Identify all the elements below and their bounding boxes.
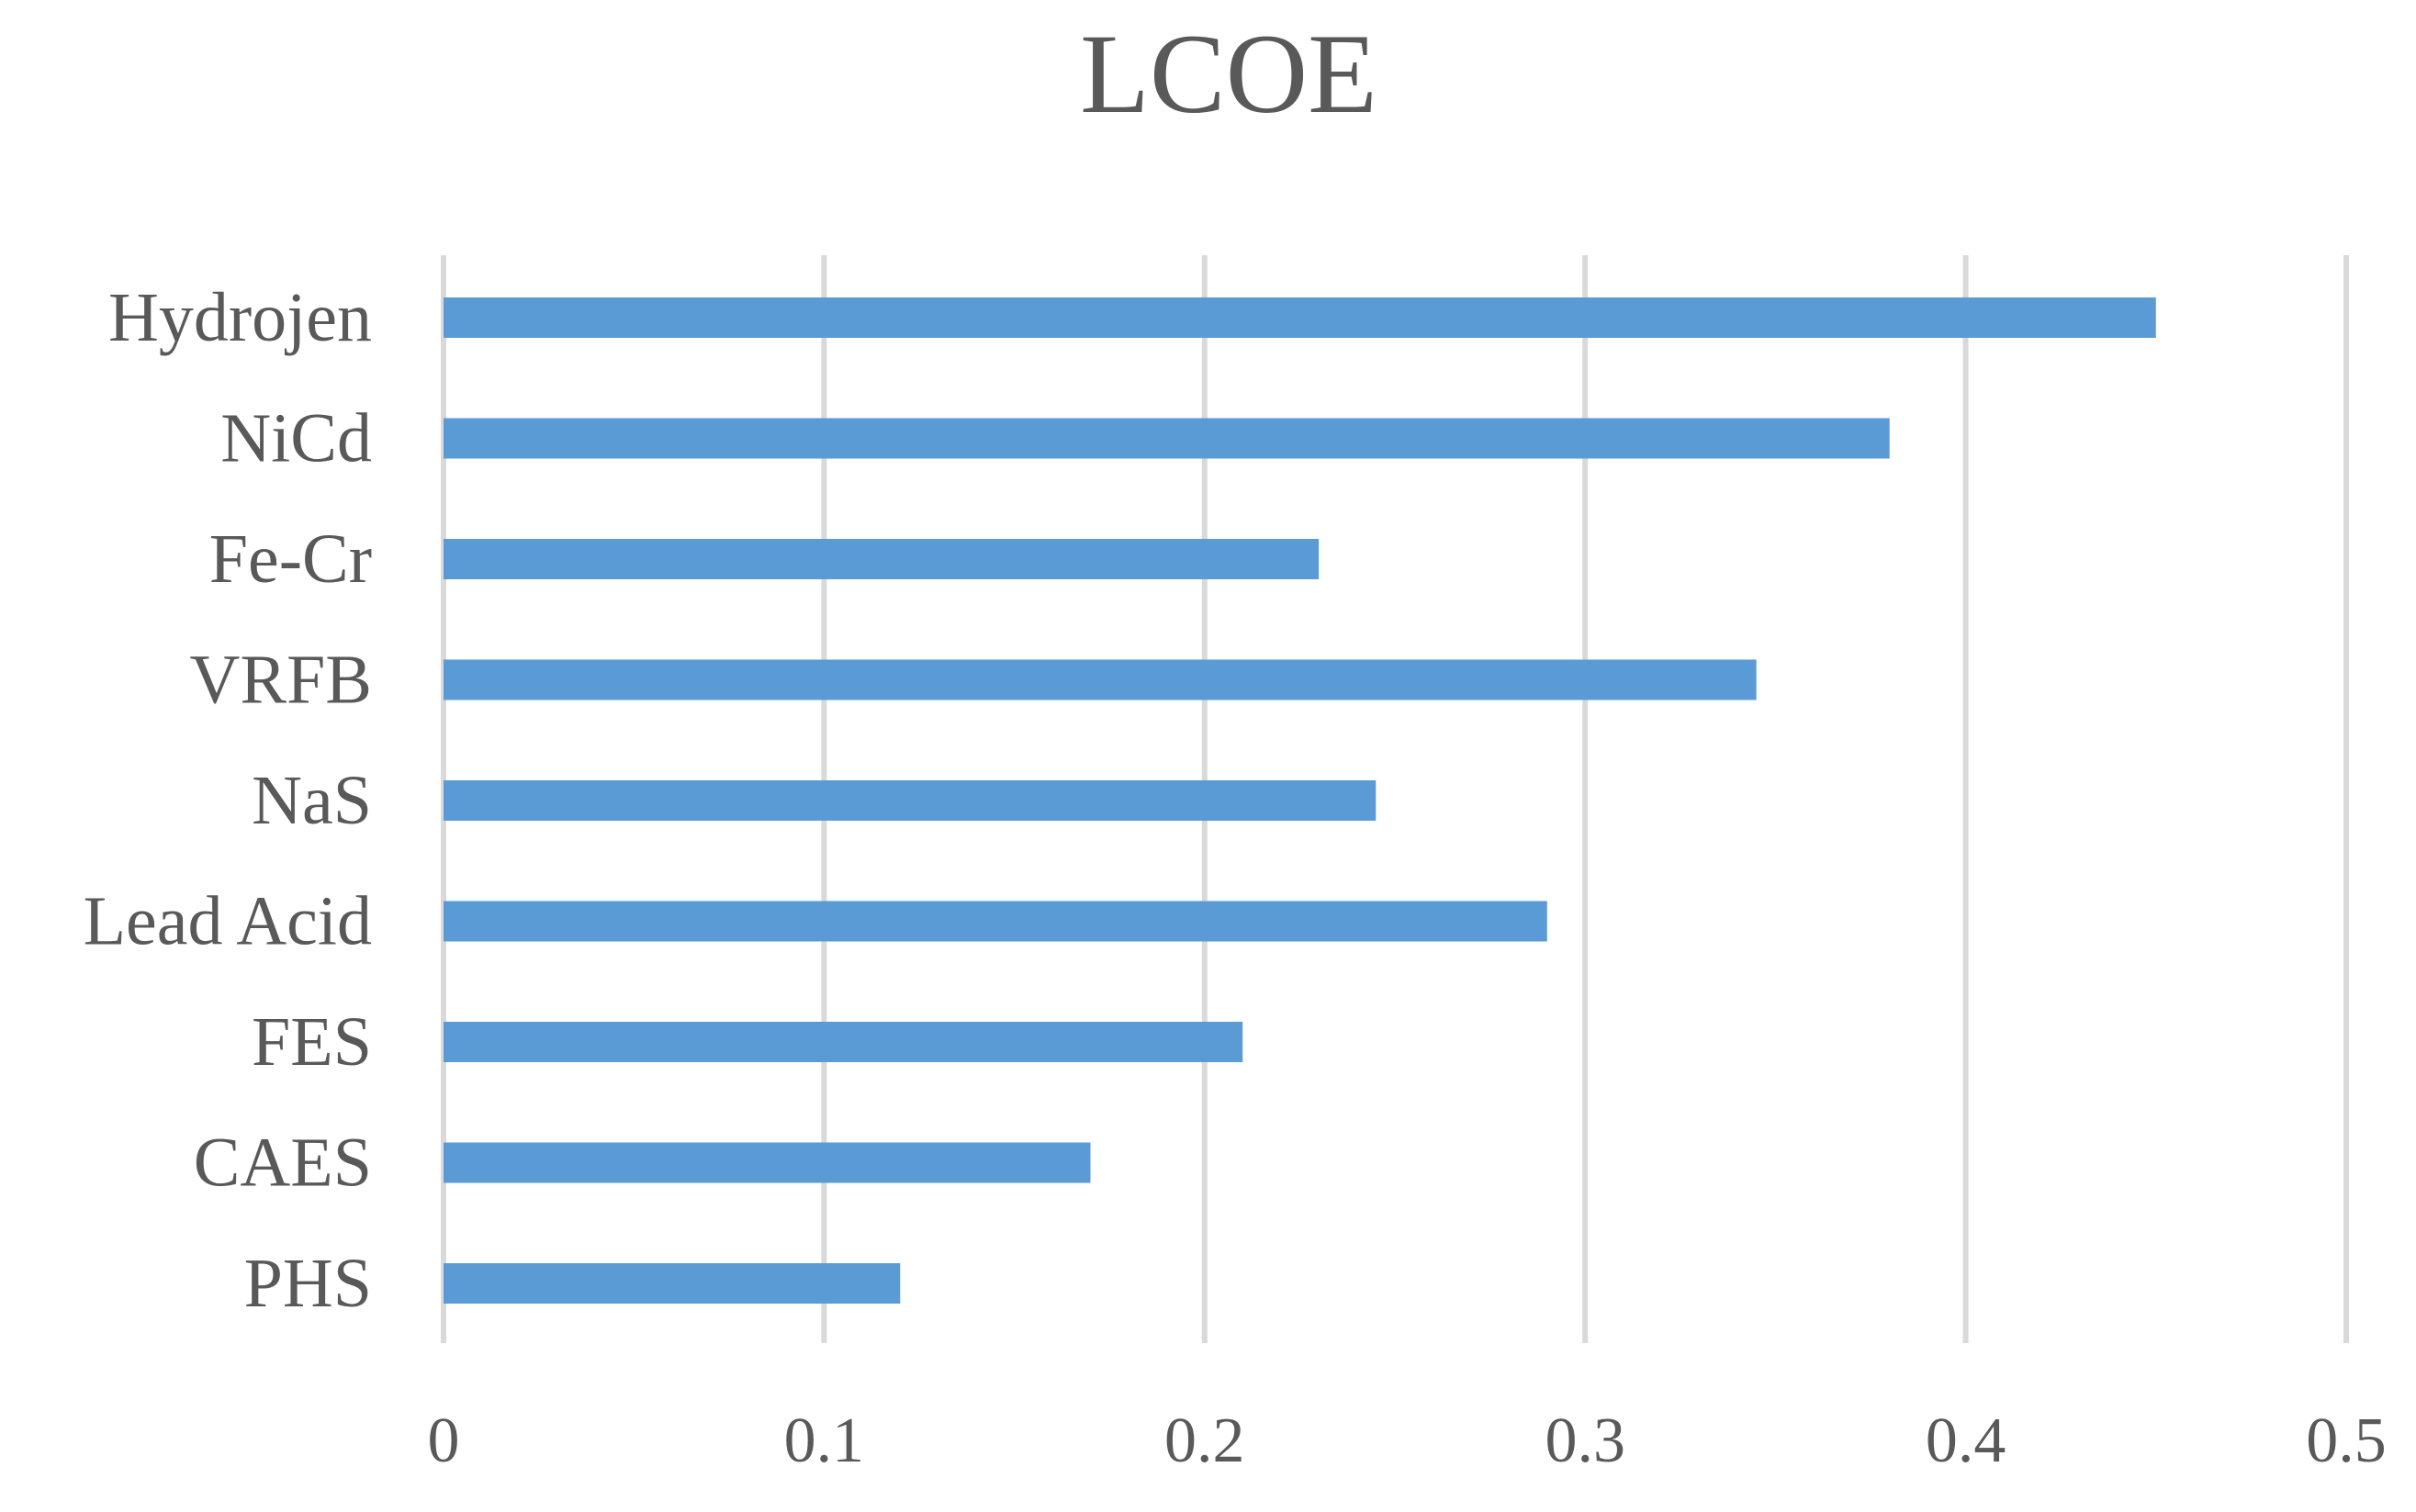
category-label: FES [252,1003,372,1081]
bar [444,1022,1243,1062]
x-tick-label: 0.1 [784,1406,865,1476]
bar [444,418,1890,459]
category-labels: Hydrojen NiCd Fe-Cr VRFB NaS Lead Acid FES CAES… [84,279,372,1322]
bar [444,1142,1091,1183]
bar [444,297,2156,338]
x-tick-label: 0.5 [2306,1406,2387,1476]
bar [444,780,1377,821]
category-label: NaS [252,762,372,839]
bar [444,1263,901,1304]
category-label: Hydrojen [108,279,372,356]
x-tick-labels: 0 0.1 0.2 0.3 0.4 0.5 [428,1406,2387,1476]
category-label: PHS [244,1245,372,1322]
category-label: NiCd [220,400,372,477]
x-tick-label: 0.4 [1926,1406,2006,1476]
bar [444,901,1547,942]
bars [444,297,2156,1304]
chart-title: LCOE [1080,11,1377,137]
category-label: Fe-Cr [209,521,372,598]
bar [444,659,1757,700]
x-tick-label: 0.3 [1545,1406,1625,1476]
category-label: VRFB [189,642,372,719]
x-tick-label: 0.2 [1164,1406,1245,1476]
category-label: Lead Acid [84,883,372,960]
x-tick-label: 0 [428,1406,460,1476]
category-label: CAES [194,1125,372,1202]
bar [444,539,1320,579]
